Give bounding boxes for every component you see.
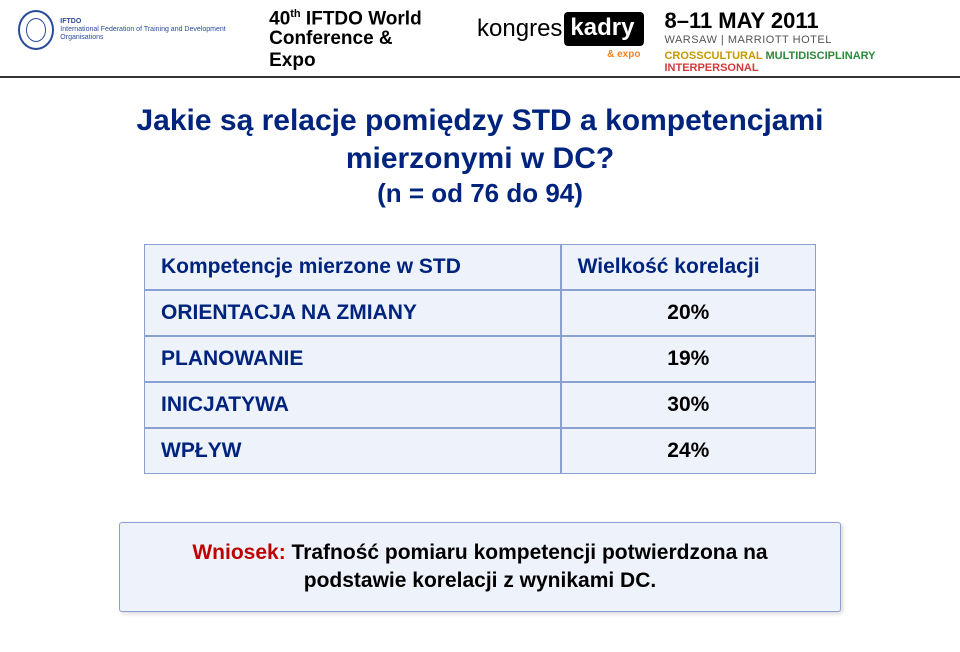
iftdo-name: IFTDO xyxy=(60,18,81,25)
tag-interpersonal: INTERPERSONAL xyxy=(664,62,758,74)
conf-ordinal: 40 xyxy=(269,8,290,29)
conclusion-box: Wniosek: Trafność pomiaru kompetencji po… xyxy=(119,522,841,613)
row-value: 30% xyxy=(561,382,816,428)
row-label: INICJATYWA xyxy=(144,382,561,428)
row-label: PLANOWANIE xyxy=(144,336,561,382)
tag-crosscultural: CROSSCULTURAL xyxy=(664,50,765,62)
tag-multidisciplinary: MULTIDISCIPLINARY xyxy=(766,50,876,62)
col2-header: Wielkość korelacji xyxy=(561,244,816,290)
date-sub: WARSAW | MARRIOTT HOTEL xyxy=(664,34,942,46)
title-line2: mierzonymi w DC? xyxy=(346,142,614,175)
conf-rest: IFTDO World xyxy=(301,8,422,29)
kongres-sub: & expo xyxy=(607,49,640,60)
slide-title: Jakie są relacje pomiędzy STD a kompeten… xyxy=(60,102,900,210)
row-value: 24% xyxy=(561,428,816,474)
kongres-logo: kongres kadry & expo xyxy=(477,12,644,46)
row-value: 19% xyxy=(561,336,816,382)
date-tagline: CROSSCULTURAL MULTIDISCIPLINARY INTERPER… xyxy=(664,50,942,74)
conf-ordinal-sup: th xyxy=(290,8,300,20)
iftdo-caption: IFTDO International Federation of Traini… xyxy=(60,18,249,41)
kongres-badge-text: kadry xyxy=(570,14,634,41)
iftdo-logo: IFTDO International Federation of Traini… xyxy=(18,10,249,50)
subtitle: (n = od 76 do 94) xyxy=(60,177,900,210)
date-block: 8–11 MAY 2011 WARSAW | MARRIOTT HOTEL CR… xyxy=(664,8,942,74)
conference-line1: 40th IFTDO World xyxy=(269,8,427,30)
table-row: WPŁYW 24% xyxy=(144,428,816,474)
row-label: ORIENTACJA NA ZMIANY xyxy=(144,290,561,336)
table-row: INICJATYWA 30% xyxy=(144,382,816,428)
row-label: WPŁYW xyxy=(144,428,561,474)
conference-title: 40th IFTDO World Conference & Expo xyxy=(269,8,427,72)
correlation-table: Kompetencje mierzone w STD Wielkość kore… xyxy=(144,244,816,474)
iftdo-sub: International Federation of Training and… xyxy=(60,26,225,41)
table-row: ORIENTACJA NA ZMIANY 20% xyxy=(144,290,816,336)
col1-header: Kompetencje mierzone w STD xyxy=(144,244,561,290)
kongres-prefix: kongres xyxy=(477,15,562,43)
globe-icon xyxy=(18,10,54,50)
conference-line2: Conference & Expo xyxy=(269,28,427,72)
title-line1: Jakie są relacje pomiędzy STD a kompeten… xyxy=(137,104,824,137)
row-value: 20% xyxy=(561,290,816,336)
conclusion-label: Wniosek: xyxy=(192,541,285,564)
conclusion-text: Trafność pomiaru kompetencji potwierdzon… xyxy=(286,541,768,592)
table-row: PLANOWANIE 19% xyxy=(144,336,816,382)
date-main: 8–11 MAY 2011 xyxy=(664,8,942,34)
kongres-badge: kadry & expo xyxy=(564,12,644,46)
slide-header: IFTDO International Federation of Traini… xyxy=(0,0,960,78)
table-header-row: Kompetencje mierzone w STD Wielkość kore… xyxy=(144,244,816,290)
slide-content: Jakie są relacje pomiędzy STD a kompeten… xyxy=(0,78,960,612)
